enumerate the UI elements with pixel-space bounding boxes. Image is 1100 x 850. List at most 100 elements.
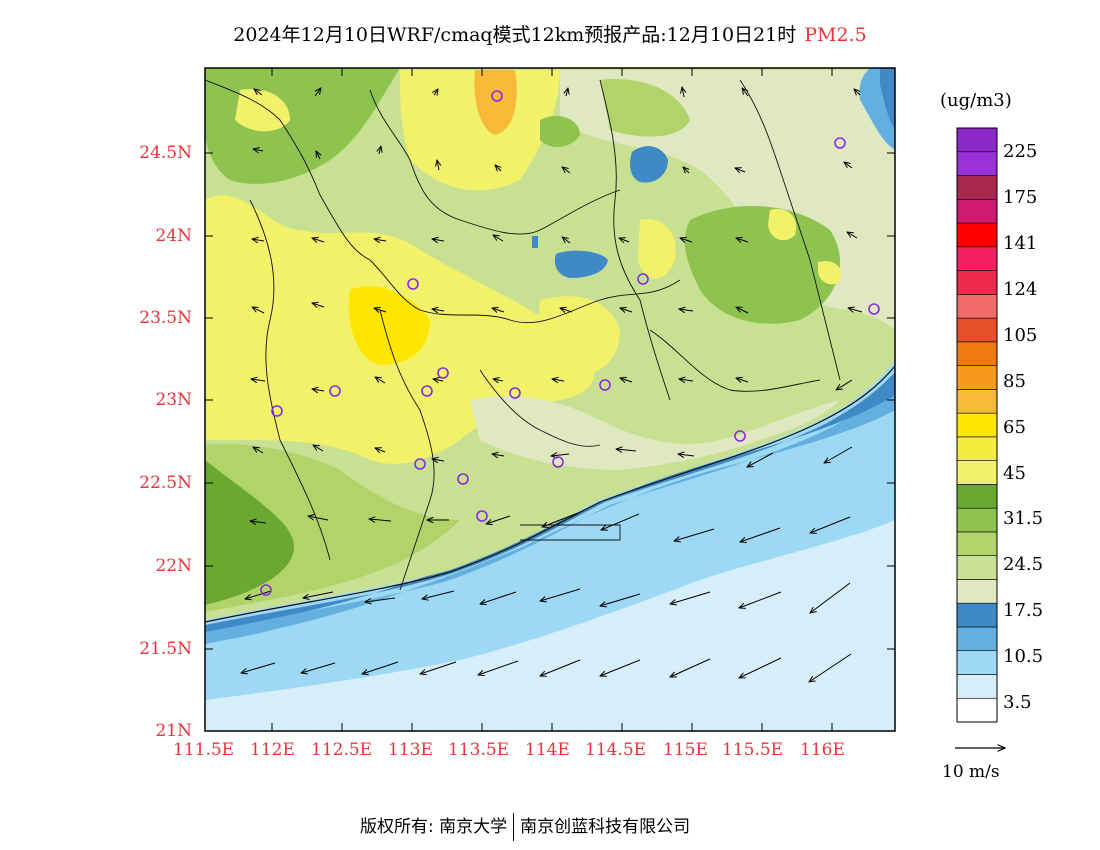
footer: 版权所有: 南京大学 南京创蓝科技有限公司 [360,812,690,841]
boundary-line-8 [649,329,821,392]
orange-hotspot [474,70,517,135]
wind-arrow [374,308,387,312]
colorbar-label: 85 [1003,371,1026,392]
yellow-zone-central [538,296,620,380]
wind-arrow [679,309,694,311]
reservoir-small [532,236,538,248]
wind-arrow [562,167,571,174]
boundary-line-7 [479,369,601,447]
station-marker [834,137,846,149]
lon-label: 115.5E [722,740,784,760]
wind-arrow [824,446,853,463]
yellow-patch-e2 [768,209,797,241]
lon-label: 113.5E [448,740,510,760]
wind-arrow [422,590,455,599]
lat-label: 24N [155,226,192,246]
station-marker [868,303,880,315]
colorbar-swatch [956,507,998,533]
colorbar-swatch [956,555,998,580]
colorbar-swatch [956,674,998,699]
wind-arrow [434,89,438,95]
boundary-line-6 [379,309,435,591]
wind-arrow [735,168,746,172]
colorbar-swatch [956,317,998,343]
colorbar-swatch [956,222,998,248]
colorbar-swatch [956,436,998,461]
colorbar-swatch [956,579,998,604]
colorbar-swatch [956,484,998,509]
wind-arrow [680,238,693,242]
wind-arrow [679,379,694,381]
wind-arrow [478,660,519,675]
axis-ticks [205,68,895,731]
footer-divider [513,813,515,841]
station-marker [509,387,521,399]
lat-label: 21N [155,721,192,741]
lon-label: 114.5E [585,740,647,760]
wind-arrow [540,659,581,676]
wind-arrow [540,588,581,601]
wind-arrow [566,88,568,97]
map-title: 2024年12月10日WRF/cmaq模式12km预报产品:12月10日21时 P… [0,20,1100,47]
wind-arrow [486,515,511,524]
boundary-line-4 [739,79,841,381]
wind-arrow [678,454,695,456]
wind-arrow [736,238,749,242]
colorbar-label: 175 [1003,187,1038,208]
station-marker [437,367,449,379]
station-marker [260,584,272,596]
colorbar-swatch [956,294,998,319]
wind-arrow [742,88,749,97]
yellow-patch-east [638,219,676,279]
lat-label: 21.5N [139,639,192,659]
reservoir-north [630,146,668,183]
wind-arrow [432,309,445,311]
colorbar-label: 24.5 [1003,554,1044,575]
reservoir-central [554,250,608,278]
blue-edge-northeast-dark [880,68,895,130]
coastline [205,365,895,623]
pm25-field [205,68,895,731]
lon-label: 111.5E [173,740,235,760]
station-marker [734,430,746,442]
lon-label: 112.5E [311,740,373,760]
wind-arrow [560,308,573,312]
monitoring-stations [260,90,880,596]
wind-arrow [542,512,579,527]
title-pollutant: PM2.5 [804,24,867,46]
wind-arrow [600,593,641,606]
wind-arrow [437,160,439,171]
wind-arrow [312,389,325,391]
wind-arrow [551,454,570,456]
wind-arrow [493,379,504,381]
wind-arrow [313,445,324,452]
green-zone-east [684,206,840,324]
wind-arrow [847,232,858,239]
title-main: 2024年12月10日WRF/cmaq模式12km预报产品:12月10日21时 [233,24,797,46]
admin-boundaries [205,79,841,591]
lat-label: 24.5N [139,143,192,163]
wind-arrow [433,379,444,381]
colorbar-swatch [956,389,998,414]
wind-arrow [303,591,334,598]
station-marker [491,90,503,102]
wind-arrow [747,452,774,467]
pale-coastal-strip [470,396,840,470]
wind-arrow [620,378,633,382]
wind-arrow [736,378,749,382]
wind-arrow [254,89,263,96]
colorbar-swatch [956,697,998,723]
boundary-line-2 [369,89,621,235]
yellow-patch-e3 [818,261,842,285]
wind-arrow [375,377,386,384]
lat-label: 22N [155,556,192,576]
colorbar [956,127,998,723]
wind-arrow [620,308,633,312]
lon-label: 115E [663,740,708,760]
colorbar-label: 141 [1003,233,1038,254]
wind-arrow [619,238,630,242]
station-marker [329,385,341,397]
wind-arrow [369,519,392,521]
colorbar-swatch [956,460,998,485]
